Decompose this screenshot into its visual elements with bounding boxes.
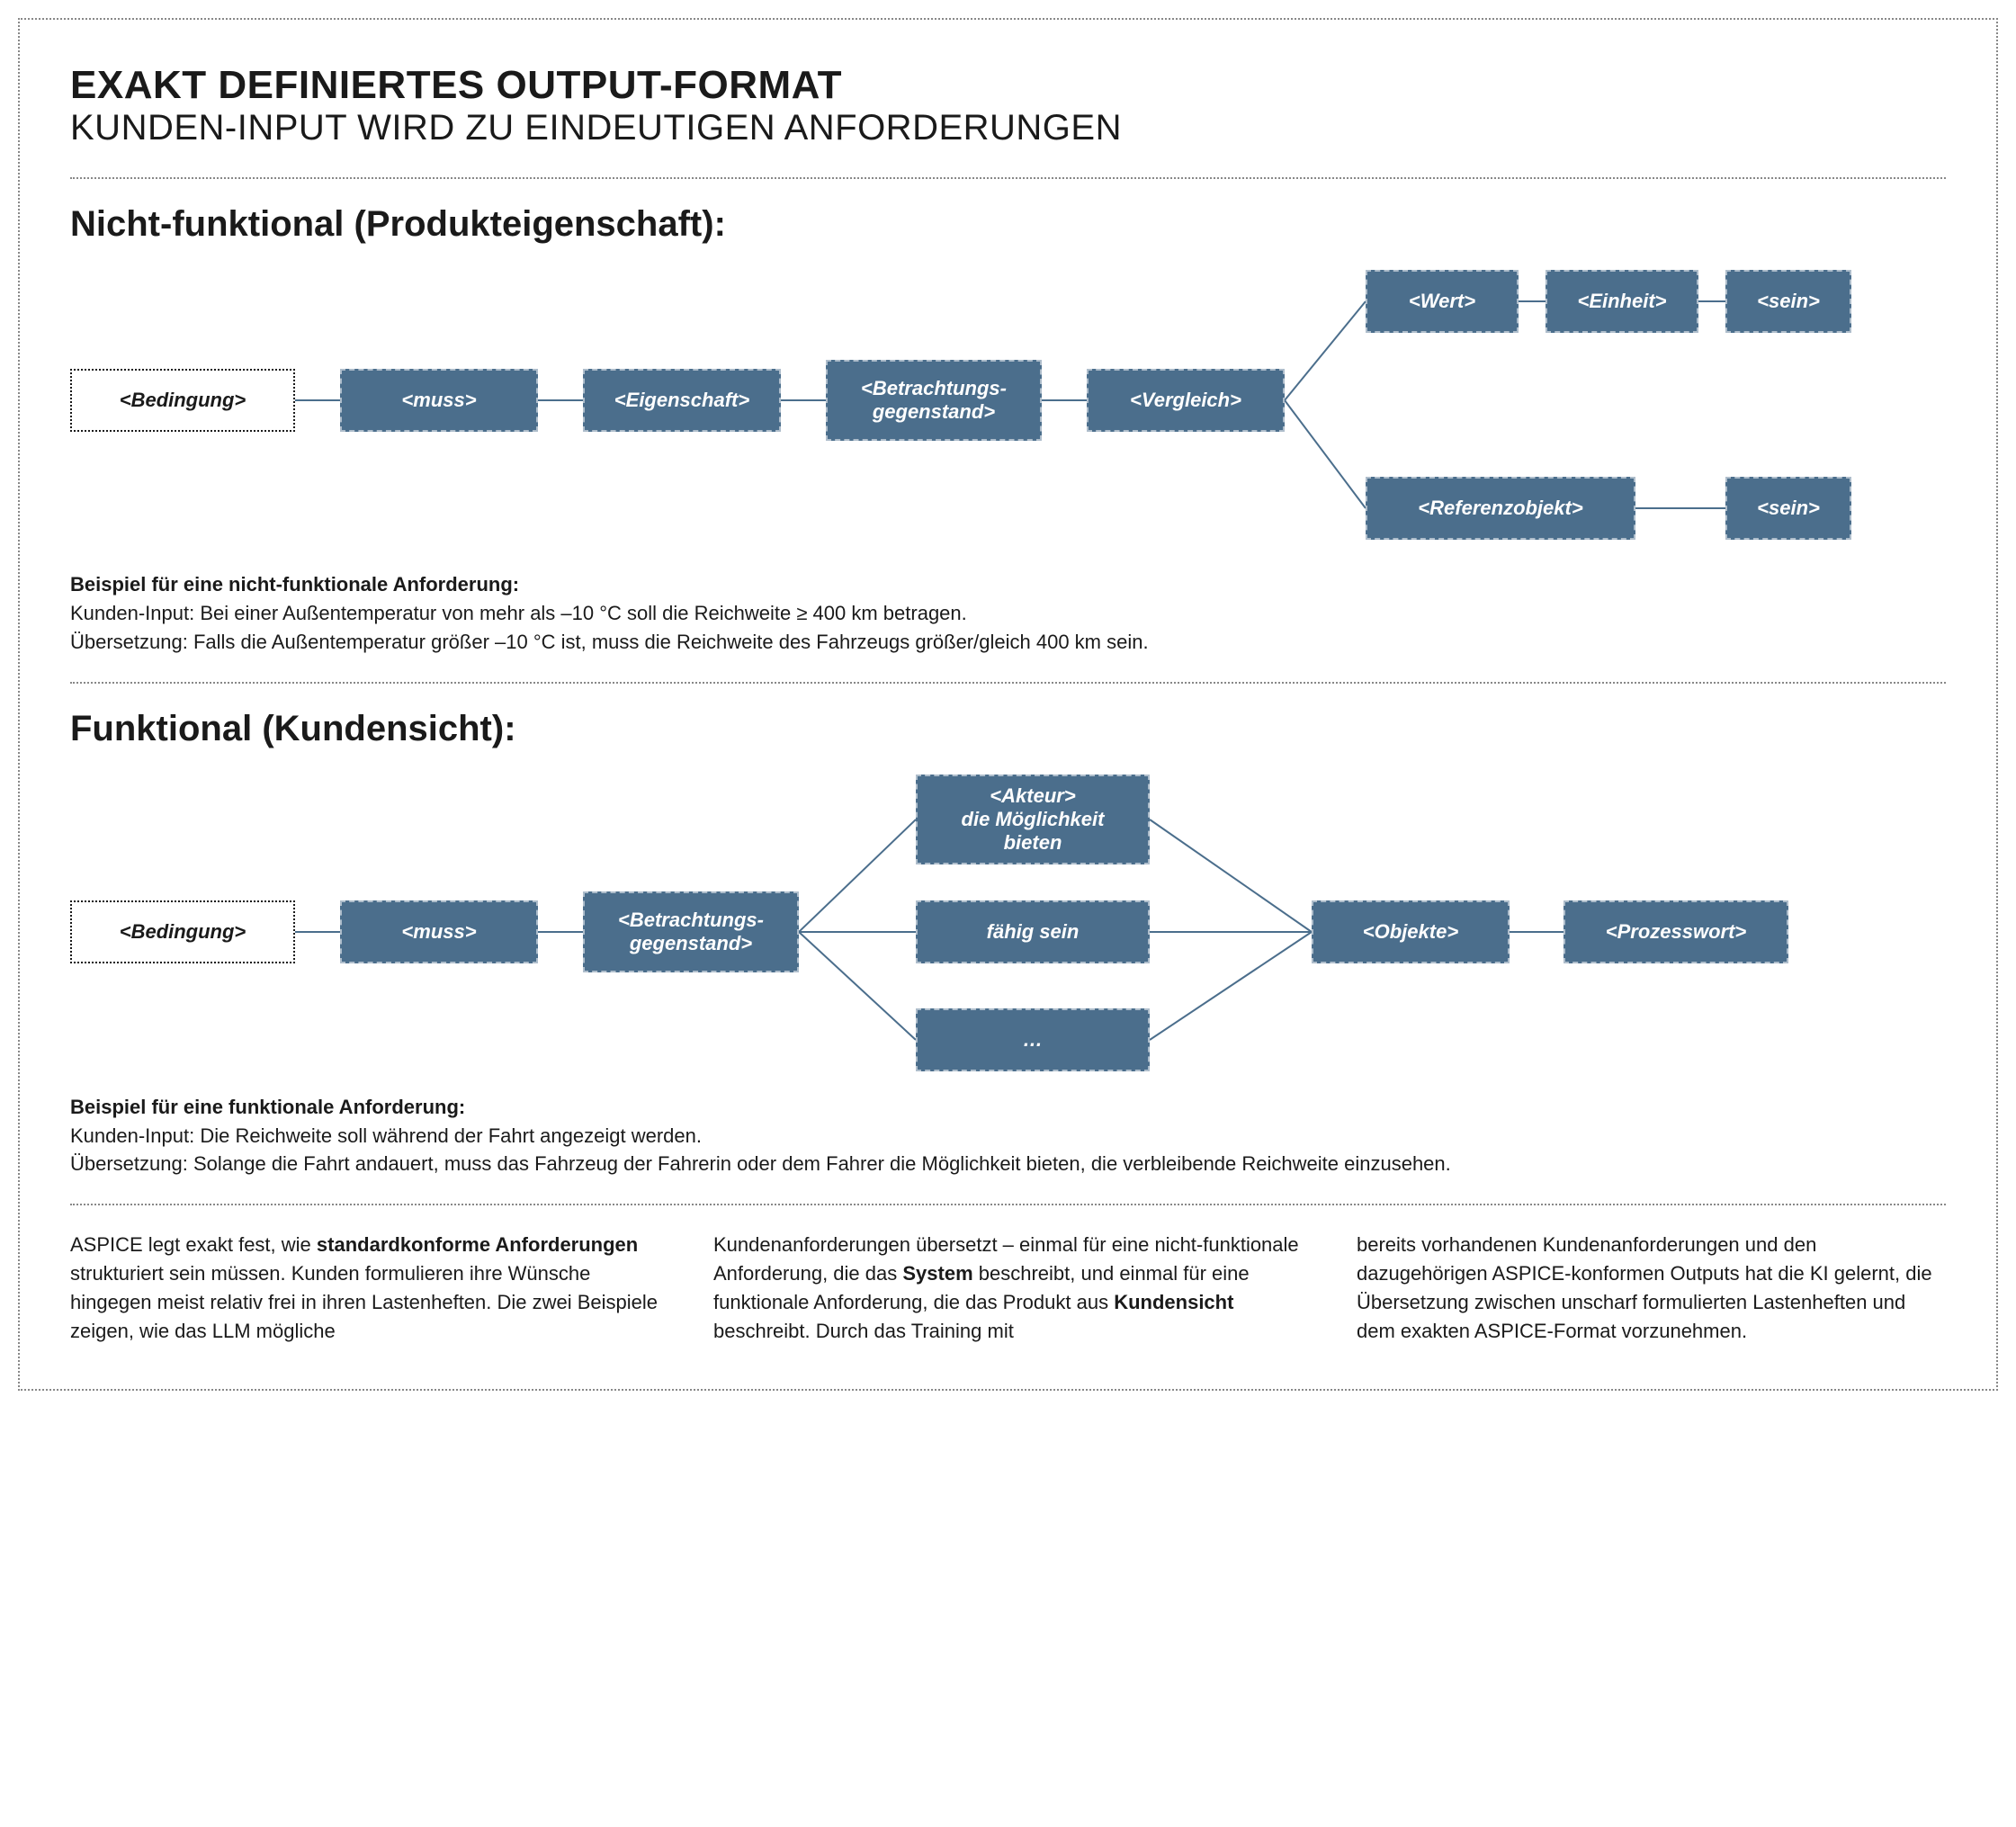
example-label: Beispiel für eine nicht-funktionale Anfo… xyxy=(70,570,1946,599)
flow-node: <Prozesswort> xyxy=(1564,900,1788,963)
flow-node: <muss> xyxy=(340,369,538,432)
title-sub: KUNDEN-INPUT WIRD ZU EINDEUTIGEN ANFORDE… xyxy=(70,108,1946,148)
divider xyxy=(70,682,1946,684)
flow-node: <Objekte> xyxy=(1312,900,1510,963)
flow-node: <sein> xyxy=(1725,477,1851,540)
example-line: Übersetzung: Falls die Außentemperatur g… xyxy=(70,628,1946,657)
section1-example: Beispiel für eine nicht-funktionale Anfo… xyxy=(70,570,1946,657)
flow-node: <Akteur> die Möglichkeit bieten xyxy=(916,775,1150,864)
flow-node: <Bedingung> xyxy=(70,369,295,432)
infographic-container: EXAKT DEFINIERTES OUTPUT-FORMAT KUNDEN-I… xyxy=(18,18,1998,1391)
flow-node: <Referenzobjekt> xyxy=(1366,477,1635,540)
example-line: Kunden-Input: Bei einer Außentemperatur … xyxy=(70,599,1946,628)
section2-example: Beispiel für eine funktionale Anforderun… xyxy=(70,1093,1946,1179)
footer-columns: ASPICE legt exakt fest, wie standardkonf… xyxy=(70,1231,1946,1346)
footer-col-3: bereits vorhandenen Kundenanforderungen … xyxy=(1357,1231,1946,1346)
flow-node: fähig sein xyxy=(916,900,1150,963)
flow-node: <Wert> xyxy=(1366,270,1519,333)
divider xyxy=(70,177,1946,179)
example-line: Übersetzung: Solange die Fahrt andauert,… xyxy=(70,1150,1946,1178)
footer-col-1: ASPICE legt exakt fest, wie standardkonf… xyxy=(70,1231,659,1346)
divider xyxy=(70,1204,1946,1205)
diagram-functional: <Bedingung> <muss> <Betrachtungs- gegensta… xyxy=(70,775,1851,1080)
flow-node: <sein> xyxy=(1725,270,1851,333)
example-label: Beispiel für eine funktionale Anforderun… xyxy=(70,1093,1946,1122)
diagram-nonfunctional: <Bedingung> <muss> <Eigenschaft> <Betrachtu… xyxy=(70,270,1851,558)
flow-node: … xyxy=(916,1008,1150,1071)
flow-node: <muss> xyxy=(340,900,538,963)
flow-node: <Vergleich> xyxy=(1087,369,1285,432)
flow-node: <Einheit> xyxy=(1546,270,1698,333)
flow-node: <Betrachtungs- gegenstand> xyxy=(826,360,1042,441)
section2-heading: Funktional (Kundensicht): xyxy=(70,709,1946,749)
example-line: Kunden-Input: Die Reichweite soll währen… xyxy=(70,1122,1946,1151)
flow-node: <Bedingung> xyxy=(70,900,295,963)
section1-heading: Nicht-funktional (Produkteigenschaft): xyxy=(70,204,1946,245)
footer-col-2: Kundenanforderungen übersetzt – einmal f… xyxy=(713,1231,1303,1346)
flow-node: <Betrachtungs- gegenstand> xyxy=(583,891,799,972)
flow-node: <Eigenschaft> xyxy=(583,369,781,432)
title-main: EXAKT DEFINIERTES OUTPUT-FORMAT xyxy=(70,63,1946,108)
